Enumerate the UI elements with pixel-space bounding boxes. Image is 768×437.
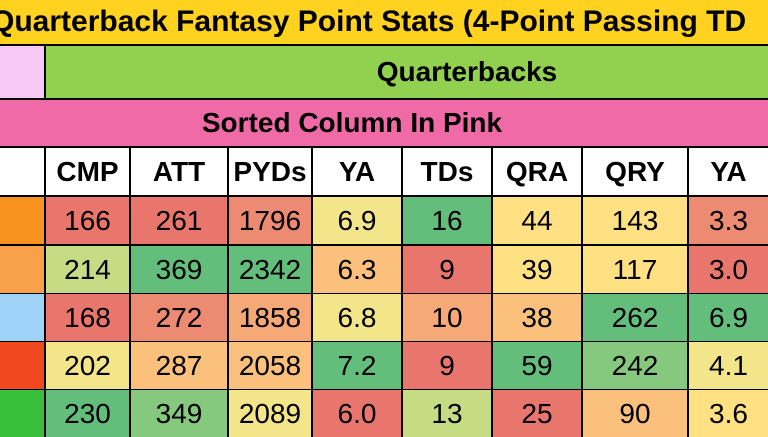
corner-cell xyxy=(0,46,44,98)
stat-cell: 230 xyxy=(46,390,129,437)
stat-cell: 38 xyxy=(493,294,581,341)
stat-cell: 59 xyxy=(493,342,581,389)
team-color-cell xyxy=(0,390,44,437)
group-header: Quarterbacks xyxy=(46,46,768,98)
stat-cell: 3.0 xyxy=(689,246,768,293)
sort-note: Sorted Column In Pink xyxy=(201,107,503,138)
stat-cell: 13 xyxy=(403,390,491,437)
stat-cell: 25 xyxy=(493,390,581,437)
column-header: QRY xyxy=(583,148,687,195)
stat-cell: 2089 xyxy=(229,390,311,437)
stat-cell: 39 xyxy=(493,246,581,293)
column-header: YA xyxy=(313,148,401,195)
stat-cell: 168 xyxy=(46,294,129,341)
stat-cell: 369 xyxy=(131,246,227,293)
stat-cell: 4.1 xyxy=(689,342,768,389)
stat-cell: 16 xyxy=(403,197,491,244)
stat-cell: 6.0 xyxy=(313,390,401,437)
stat-cell: 2342 xyxy=(229,246,311,293)
column-header: TDs xyxy=(403,148,491,195)
team-color-cell xyxy=(0,246,44,293)
stat-cell: 262 xyxy=(583,294,687,341)
team-color-cell xyxy=(0,342,44,389)
team-color-cell xyxy=(0,197,44,244)
stat-cell: 9 xyxy=(403,342,491,389)
stat-cell: 287 xyxy=(131,342,227,389)
stat-cell: 202 xyxy=(46,342,129,389)
stat-cell: 3.3 xyxy=(689,197,768,244)
stat-cell: 10 xyxy=(403,294,491,341)
stat-cell: 90 xyxy=(583,390,687,437)
column-header: QRA xyxy=(493,148,581,195)
stat-cell: 261 xyxy=(131,197,227,244)
stat-cell: 272 xyxy=(131,294,227,341)
column-header: YA xyxy=(689,148,768,195)
stat-cell: 44 xyxy=(493,197,581,244)
stat-cell: 143 xyxy=(583,197,687,244)
stat-cell: 166 xyxy=(46,197,129,244)
stat-cell: 6.3 xyxy=(313,246,401,293)
stat-cell: 242 xyxy=(583,342,687,389)
stat-cell: 214 xyxy=(46,246,129,293)
stat-cell: 7.2 xyxy=(313,342,401,389)
stat-cell: 349 xyxy=(131,390,227,437)
column-header: CMP xyxy=(46,148,129,195)
stat-cell: 1858 xyxy=(229,294,311,341)
sort-note-bar: Sorted Column In Pink xyxy=(0,100,768,146)
stat-cell: 9 xyxy=(403,246,491,293)
title: Quarterback Fantasy Point Stats (4-Point… xyxy=(0,5,747,38)
stat-cell: 3.6 xyxy=(689,390,768,437)
blank-header-cell xyxy=(0,148,44,195)
stat-cell: 6.9 xyxy=(689,294,768,341)
team-color-cell xyxy=(0,294,44,341)
stat-cell: 1796 xyxy=(229,197,311,244)
stat-cell: 2058 xyxy=(229,342,311,389)
column-header: PYDs xyxy=(229,148,311,195)
stat-cell: 117 xyxy=(583,246,687,293)
title-bar: Quarterback Fantasy Point Stats (4-Point… xyxy=(0,0,768,44)
column-header: ATT xyxy=(131,148,227,195)
stat-cell: 6.8 xyxy=(313,294,401,341)
stat-cell: 6.9 xyxy=(313,197,401,244)
group-header-text: Quarterbacks xyxy=(376,56,558,87)
